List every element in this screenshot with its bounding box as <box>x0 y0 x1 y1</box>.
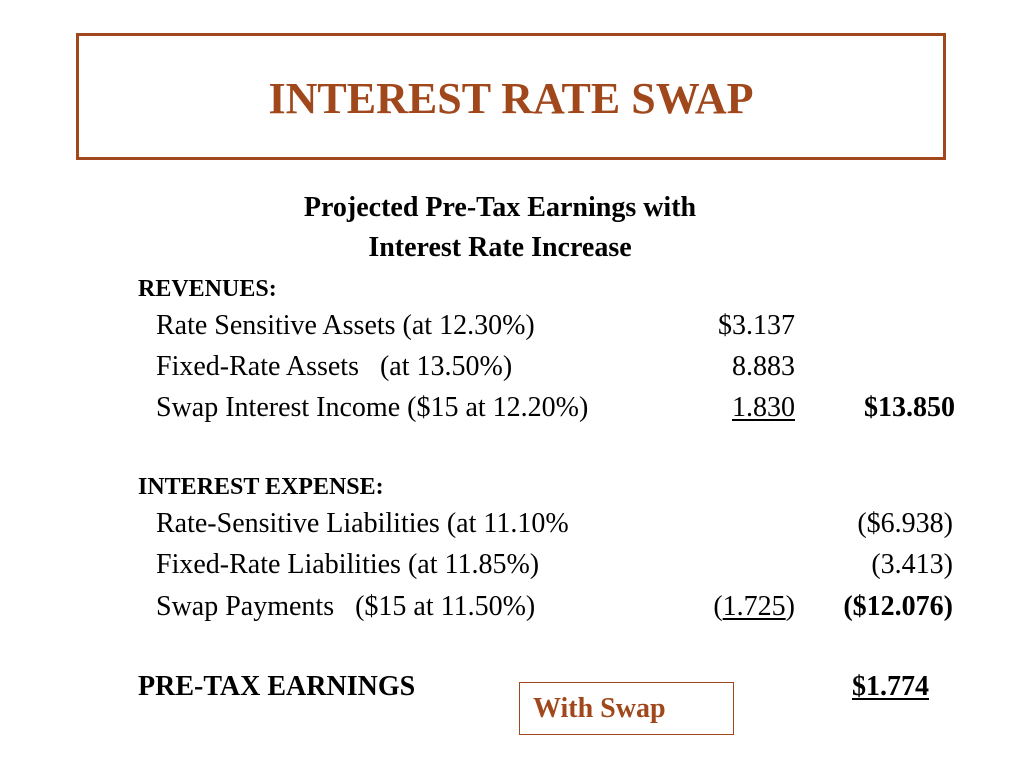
expense-total: ($12.076) <box>843 591 953 622</box>
pre-tax-earnings-value: $1.774 <box>780 669 929 705</box>
revenue-row-amount: 8.883 <box>732 351 795 382</box>
expense-row-total: (3.413) <box>871 549 953 580</box>
subtitle-line-1: Projected Pre-Tax Earnings with <box>303 192 697 223</box>
expense-row-total: ($6.938) <box>857 508 953 539</box>
amount-close-paren: ) <box>785 591 795 622</box>
title-box: INTEREST RATE SWAP <box>76 33 946 160</box>
revenue-row-label: Fixed-Rate Assets (at 13.50%) <box>156 351 513 382</box>
revenues-total: $13.850 <box>864 392 955 423</box>
with-swap-callout: With Swap <box>519 682 734 735</box>
revenue-row-amount: $3.137 <box>718 310 795 341</box>
revenues-heading: REVENUES: <box>138 276 277 302</box>
revenue-row-label: Rate Sensitive Assets (at 12.30%) <box>156 310 535 341</box>
pre-tax-earnings-label: PRE-TAX EARNINGS <box>138 671 416 702</box>
expense-row-label: Swap Payments ($15 at 11.50%) <box>156 591 536 622</box>
amount-open-paren: ( <box>713 591 723 622</box>
expense-row-label: Fixed-Rate Liabilities (at 11.85%) <box>156 549 540 580</box>
pre-tax-earnings-amount: $1.774 <box>852 671 929 702</box>
revenue-row-amount: 1.830 <box>640 390 795 426</box>
slide-title: INTEREST RATE SWAP <box>268 74 754 123</box>
subtitle-line-2: Interest Rate Increase <box>368 232 632 263</box>
revenue-row-label: Swap Interest Income ($15 at 12.20%) <box>156 392 589 423</box>
expense-amount-underlined: 1.725 <box>722 591 786 622</box>
revenue-amount-underlined: 1.830 <box>732 392 795 423</box>
interest-expense-heading: INTEREST EXPENSE: <box>138 474 384 500</box>
expense-row-amount: (1.725) <box>630 589 795 625</box>
expense-row-label: Rate-Sensitive Liabilities (at 11.10% <box>156 508 569 539</box>
with-swap-label: With Swap <box>533 693 666 724</box>
